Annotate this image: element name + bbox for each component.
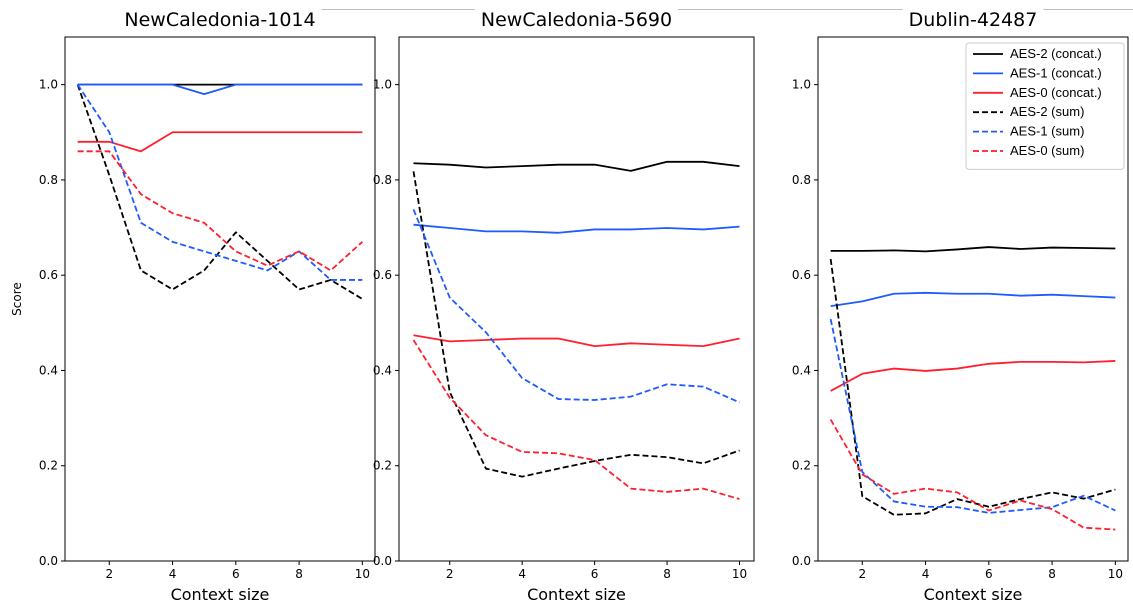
series-line-6 [412, 339, 740, 500]
panel-title-backing [474, 0, 679, 20]
x-tick-label: 8 [663, 567, 671, 581]
y-tick-label: 0.6 [373, 268, 392, 282]
series-line-2 [77, 83, 363, 96]
y-axis-label: Score [10, 282, 24, 316]
legend-label-6: AES-0 (sum) [1010, 143, 1084, 158]
y-tick-label: 0.4 [373, 363, 392, 377]
legend-label-4: AES-2 (sum) [1010, 104, 1084, 119]
series-line-4 [76, 84, 363, 300]
y-tick-label: 0.8 [373, 173, 392, 187]
series-line-4 [829, 258, 1116, 516]
series-line-5 [76, 84, 363, 281]
x-tick-label: 2 [446, 567, 454, 581]
y-tick-label: 0.0 [39, 554, 58, 568]
x-tick-label: 8 [1048, 567, 1056, 581]
y-tick-label: 0.2 [792, 459, 811, 473]
y-tick-label: 1.0 [373, 78, 392, 92]
y-tick-label: 0.2 [39, 459, 58, 473]
series-line-5 [412, 209, 740, 404]
series-line-2 [413, 223, 740, 234]
series-line-1 [413, 160, 740, 172]
x-tick-label: 6 [232, 567, 240, 581]
series-line-3 [413, 334, 740, 348]
legend-label-5: AES-1 (sum) [1010, 124, 1084, 139]
chart-panel-3: Dublin-42487 2 4 6 8 10 0.0 0.2 0.4 0.6 0.8 1.0 Cont… [792, 0, 1129, 604]
x-tick-label: 8 [295, 567, 303, 581]
series-line-2 [830, 291, 1116, 308]
panel-title: NewCaledonia-1014 [124, 9, 315, 31]
chart-panel-1: NewCaledonia-1014 2 4 6 8 10 0.0 0.2 0.4 0.6 0.8 1.… [10, 0, 376, 604]
legend-label-2: AES-1 (concat.) [1010, 65, 1102, 80]
y-tick-label: 0.4 [39, 363, 58, 377]
panel-title-backing [118, 0, 322, 20]
x-tick-label: 6 [985, 567, 993, 581]
y-tick-label: 0.0 [373, 554, 392, 568]
plot-frame [64, 36, 376, 562]
y-tick-label: 0.0 [792, 554, 811, 568]
y-tick-label: 0.6 [39, 268, 58, 282]
y-tick-label: 0.8 [39, 173, 58, 187]
plot-frame [817, 36, 1129, 562]
series-line-6 [829, 419, 1116, 531]
series-line-6 [77, 150, 363, 272]
x-axis-label: Context size [171, 585, 270, 604]
series-line-4 [412, 171, 740, 478]
y-tick-label: 0.8 [792, 173, 811, 187]
x-tick-label: 10 [1108, 567, 1123, 581]
x-tick-label: 4 [922, 567, 930, 581]
x-tick-label: 4 [518, 567, 526, 581]
x-tick-label: 10 [732, 567, 747, 581]
y-tick-label: 0.6 [792, 268, 811, 282]
legend-box [965, 42, 1125, 170]
y-tick-label: 1.0 [792, 78, 811, 92]
x-tick-label: 6 [591, 567, 599, 581]
y-tick-label: 0.4 [792, 363, 811, 377]
legend-label-1: AES-2 (concat.) [1010, 46, 1102, 61]
x-tick-label: 4 [169, 567, 177, 581]
panel-title: Dublin-42487 [909, 9, 1038, 31]
panel-title-backing [902, 0, 1044, 20]
legend-label-3: AES-0 (concat.) [1010, 85, 1102, 100]
chart-panel-2: NewCaledonia-5690 2 4 6 8 10 0.0 0.2 0.4 0.6 0.8 1.… [373, 0, 755, 604]
series-line-3 [830, 360, 1116, 392]
series-line-3 [77, 131, 363, 153]
y-tick-label: 1.0 [39, 78, 58, 92]
y-tick-label: 0.2 [373, 459, 392, 473]
x-tick-label: 10 [355, 567, 370, 581]
series-line-5 [829, 318, 1116, 514]
series-line-1 [830, 246, 1116, 253]
x-axis-label: Context size [527, 585, 626, 604]
plot-frame [398, 36, 755, 562]
legend: AES-2 (concat.) AES-1 (concat.) AES-0 (con… [965, 42, 1125, 170]
panel-title: NewCaledonia-5690 [481, 9, 672, 31]
x-tick-label: 2 [858, 567, 866, 581]
x-axis-label: Context size [924, 585, 1023, 604]
x-tick-label: 2 [105, 567, 113, 581]
